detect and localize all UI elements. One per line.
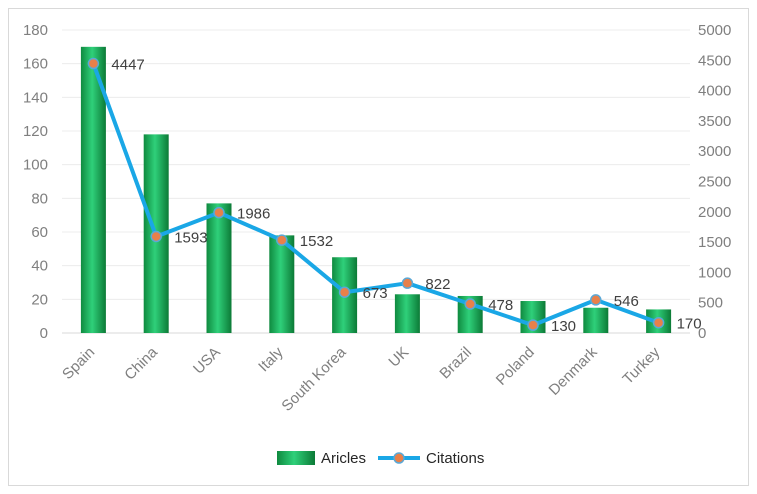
right-tick-label: 4500 [698,52,731,69]
citation-marker [652,316,665,329]
left-tick-label: 0 [40,325,48,342]
right-tick-label: 4000 [698,83,731,100]
category-label: USA [190,344,224,378]
legend: Aricles Citations [277,450,484,467]
left-axis: 0 20 40 60 80 100 120 140 160 180 [23,22,48,342]
citations-line [91,61,661,328]
bar [394,294,420,333]
citation-marker [87,57,100,70]
left-tick-label: 180 [23,22,48,39]
left-tick-label: 60 [31,224,48,241]
citation-marker [527,319,539,331]
category-label: South Korea [278,343,349,414]
right-tick-label: 2500 [698,174,731,191]
citation-marker [338,286,351,298]
citation-data-label: 546 [614,293,639,310]
legend-bar-swatch [277,451,315,465]
citation-marker [276,234,288,246]
category-label: Turkey [619,343,663,387]
category-label: Spain [59,344,98,383]
bar [583,307,609,333]
right-axis: 0 500 1000 1500 2000 2500 3000 3500 4000 4500 5000 [698,22,731,342]
citation-marker [401,277,414,289]
bar [206,203,232,333]
citation-data-label: 1593 [174,229,207,246]
left-tick-label: 40 [31,258,48,275]
bar-series [80,46,672,333]
legend-label-citations: Citations [426,450,484,467]
right-tick-label: 1500 [698,234,731,251]
left-tick-label: 20 [31,291,48,308]
left-tick-label: 160 [23,56,48,73]
category-label: Brazil [436,344,475,383]
citation-data-label: 478 [488,297,513,314]
right-tick-label: 3000 [698,143,731,160]
right-tick-label: 5000 [698,22,731,39]
left-tick-label: 120 [23,123,48,140]
category-label: Italy [255,343,287,375]
category-label: UK [385,344,412,371]
right-tick-label: 1000 [698,264,731,281]
citation-marker [213,206,225,219]
category-label: Poland [493,344,538,389]
right-tick-label: 0 [698,325,706,342]
citation-data-label: 673 [363,285,388,302]
right-tick-label: 3500 [698,113,731,130]
bar [269,235,295,333]
category-label: Denmark [546,343,601,398]
citation-marker [464,298,476,310]
legend-label-aricles: Aricles [321,450,366,467]
left-tick-label: 140 [23,89,48,106]
line-series: 4447 1593 1986 1532 673 822 478 130 546 170 [87,57,702,335]
legend-line-marker [393,452,405,464]
citation-data-label: 1532 [300,233,333,250]
citation-data-label: 822 [425,276,450,293]
citation-data-label: 1986 [237,206,270,223]
citation-data-label: 170 [677,316,702,333]
left-tick-label: 100 [23,157,48,174]
category-label: China [121,343,161,383]
chart-frame [8,8,749,486]
right-tick-label: 500 [698,295,723,312]
citation-marker [590,294,602,306]
left-tick-label: 80 [31,190,48,207]
citation-marker [150,230,162,243]
citation-data-label: 130 [551,318,576,335]
bar [80,46,106,333]
right-tick-label: 2000 [698,204,731,221]
citation-data-label: 4447 [111,57,144,74]
